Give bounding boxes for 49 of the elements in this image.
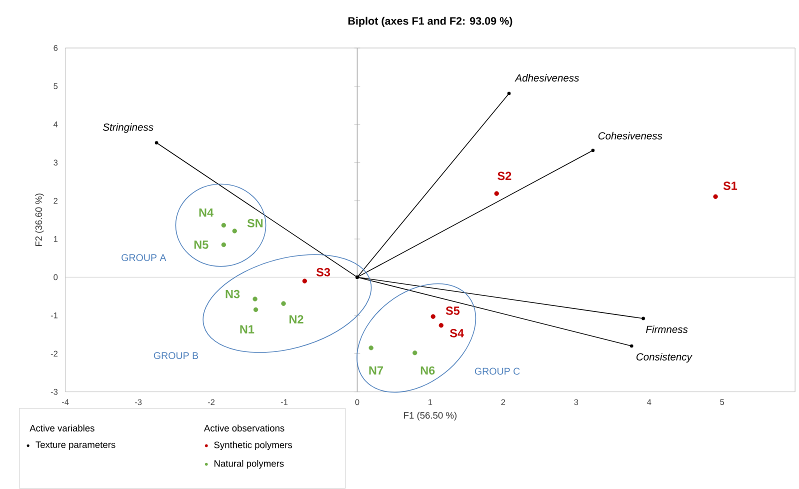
annotation: S4 [450, 329, 464, 338]
annotation: N1 [240, 325, 254, 334]
y-axis-title: F2 (36.60 %) [35, 194, 44, 246]
annotation: N6 [420, 366, 435, 375]
y-tick-label: 5 [54, 83, 58, 90]
annotation: Adhesiveness [514, 74, 580, 82]
annotation: SN [247, 219, 263, 228]
x-tick-label: -1 [280, 399, 288, 406]
annotation: Stringiness [102, 123, 154, 133]
x-axis-title: F1 (56.50 %) [404, 412, 456, 421]
y-tick-label: 3 [54, 160, 58, 166]
x-tick-label: -3 [134, 399, 142, 406]
annotation: GROUP B [154, 352, 198, 360]
y-tick-label: -1 [50, 312, 58, 318]
x-tick-label: 2 [501, 399, 506, 406]
annotation: Firmness [646, 326, 688, 334]
annotation: Cohesiveness [598, 132, 662, 140]
chart-title: Biplot (axes F1 and F2: 93.09 %) [348, 16, 512, 27]
legend-label: Synthetic polymers [214, 441, 292, 450]
annotation: N7 [369, 366, 383, 375]
annotation: N5 [194, 240, 208, 249]
x-tick-label: 5 [720, 399, 724, 406]
annotation: GROUP A [122, 254, 166, 262]
x-tick-label: -2 [208, 399, 215, 406]
x-tick-label: 4 [646, 399, 652, 406]
annotation: S5 [446, 306, 460, 315]
annotation: S1 [723, 182, 738, 190]
legend-label: Natural polymers [214, 460, 284, 469]
y-tick-label: 1 [54, 236, 58, 242]
y-tick-label: -3 [50, 388, 58, 395]
annotation: Consistency [636, 353, 692, 363]
x-tick-label: 3 [574, 399, 578, 406]
x-tick-label: 0 [355, 399, 360, 406]
text: Active observations [204, 424, 284, 432]
y-tick-label: -2 [50, 350, 58, 357]
annotation: S3 [316, 268, 330, 276]
annotation: GROUP C [474, 368, 520, 375]
legend-label: Texture parameters [36, 442, 116, 450]
annotation: N3 [226, 290, 240, 298]
y-tick-label: 6 [54, 45, 58, 52]
y-tick-label: 0 [54, 274, 58, 280]
legend-title: Active variables [30, 424, 94, 432]
annotation: N2 [290, 315, 304, 324]
annotation: S2 [498, 172, 512, 180]
x-tick-label: -4 [62, 399, 69, 406]
y-tick-label: 2 [54, 198, 58, 204]
x-tick-label: 1 [428, 399, 432, 406]
y-tick-label: 4 [53, 122, 58, 128]
annotation: N4 [199, 208, 214, 217]
